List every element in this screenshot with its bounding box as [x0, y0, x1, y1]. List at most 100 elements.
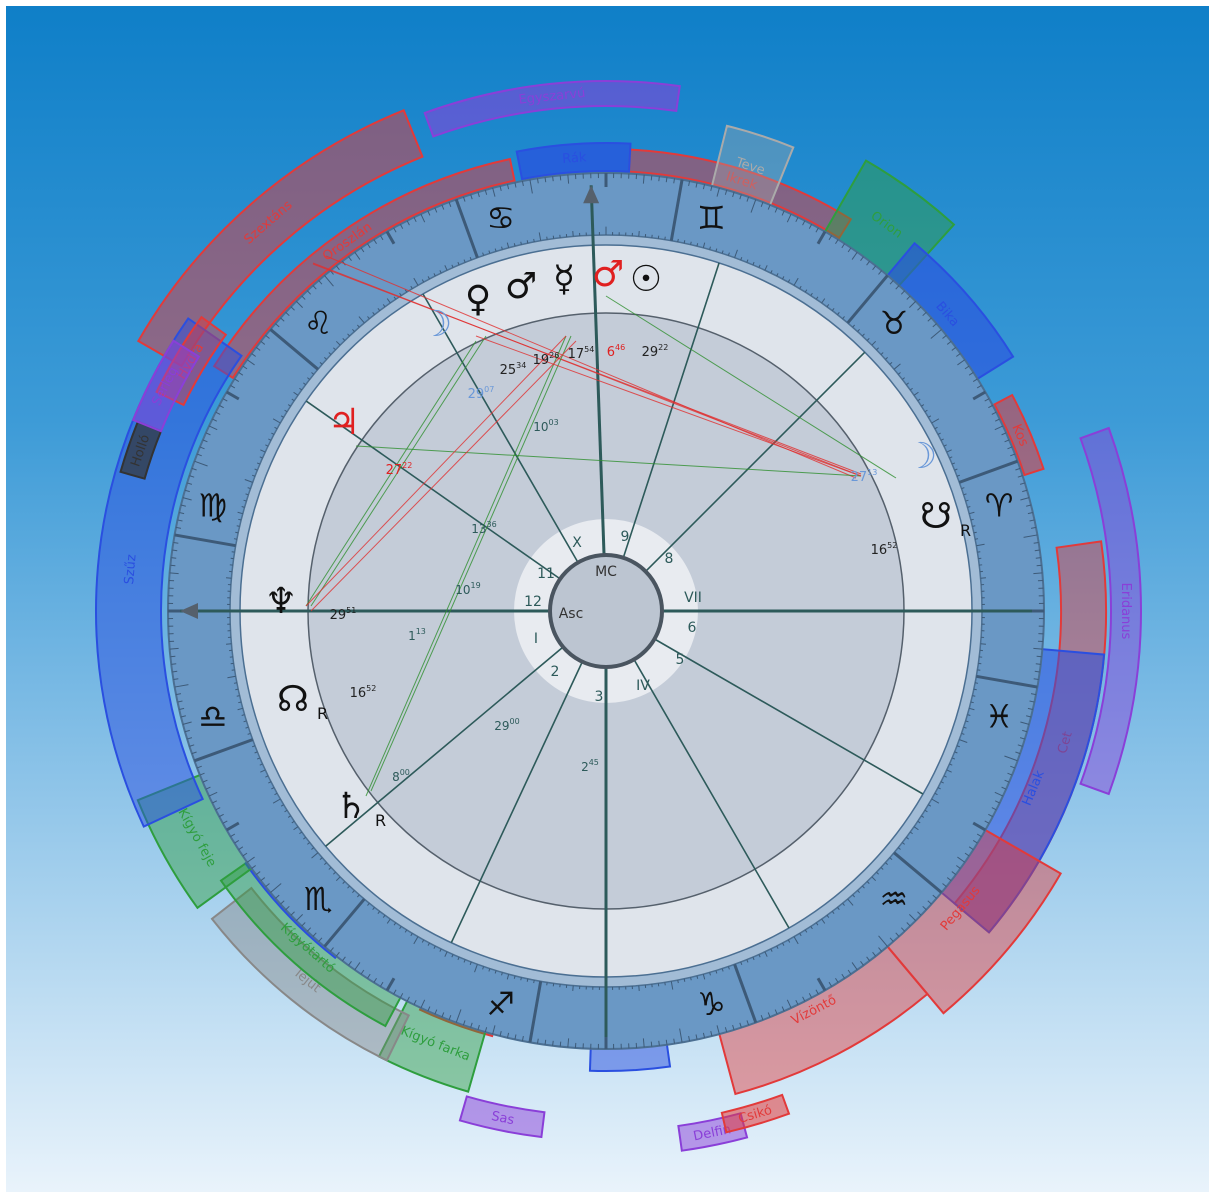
degree-tick-inner: [683, 978, 686, 982]
degree-tick-inner: [352, 890, 355, 893]
degree-tick-inner: [787, 279, 791, 283]
degree-tick: [774, 1009, 778, 1015]
degree-tick: [900, 290, 906, 295]
degree-tick-inner: [259, 456, 263, 459]
degree-tick: [976, 384, 982, 389]
degree-tick: [658, 176, 660, 182]
degree-tick-inner: [885, 357, 888, 360]
degree-tick: [988, 404, 993, 409]
venus-icon: ♀: [465, 279, 491, 320]
degree-tick-inner: [399, 292, 402, 296]
degree-tick: [385, 230, 396, 245]
degree-tick-inner: [372, 906, 375, 910]
degree-tick: [795, 217, 799, 223]
constellation-label: Rák: [562, 150, 588, 167]
degree-tick-inner: [847, 898, 854, 906]
degree-tick-inner: [946, 769, 952, 773]
degree-tick: [1015, 467, 1021, 471]
degree-tick: [760, 201, 764, 207]
aspect-lines: [305, 255, 897, 797]
degree-tick-inner: [457, 956, 460, 961]
degree-tick-inner: [433, 273, 436, 277]
degree-tick: [280, 900, 285, 905]
planet-minutes: 13: [867, 468, 877, 477]
degree-tick: [957, 359, 966, 366]
degree-tick-inner: [526, 240, 529, 244]
degree-tick: [994, 418, 1000, 422]
planet-moon: ☽2907: [420, 304, 495, 402]
degree-tick: [191, 751, 197, 755]
degree-tick-inner: [463, 259, 466, 263]
degree-tick-inner: [758, 954, 761, 958]
degree-tick: [285, 905, 290, 911]
degree-tick-inner: [538, 232, 542, 241]
degree-tick: [318, 280, 323, 285]
degree-tick: [202, 439, 208, 443]
degree-tick-inner: [949, 456, 953, 459]
planet-minutes: 22: [402, 461, 412, 470]
degree-tick-inner: [274, 792, 278, 796]
degree-tick-inner: [427, 942, 430, 946]
degree-tick-inner: [913, 826, 919, 831]
degree-tick: [393, 989, 397, 995]
degree-tick: [972, 378, 978, 382]
degree-tick-inner: [940, 781, 944, 784]
aspect-line: [355, 445, 862, 477]
degree-tick: [348, 961, 352, 966]
degree-tick: [1007, 446, 1013, 450]
house-roman-label: X: [572, 535, 582, 551]
degree-tick: [815, 989, 819, 995]
degree-tick-inner: [293, 826, 299, 831]
degree-tick-inner: [876, 347, 879, 351]
degree-tick: [242, 365, 248, 370]
planet-minutes: 07: [484, 385, 494, 394]
degree-tick-inner: [237, 511, 243, 515]
center-ring: [548, 553, 664, 669]
degree-tick: [673, 1038, 676, 1044]
degree-tick: [222, 820, 228, 824]
constellation-label: Egyszarvú: [518, 86, 586, 108]
degree-tick-inner: [893, 363, 901, 370]
aquarius-sign-icon: ♒: [879, 880, 908, 918]
degree-tick: [312, 932, 317, 937]
sign-divider: [958, 459, 1019, 484]
degree-tick-inner: [940, 438, 944, 441]
degree-tick: [1007, 772, 1013, 776]
degree-tick: [900, 927, 906, 932]
degree-tick-inner: [946, 449, 952, 453]
degree-tick-inner: [764, 265, 768, 271]
house-cusp-line: [325, 646, 564, 847]
degree-tick-inner: [393, 922, 397, 926]
degree-tick: [1036, 564, 1042, 567]
constellation-label: Eridanus: [1118, 583, 1133, 640]
degree-tick: [688, 180, 691, 187]
degree-tick-inner: [670, 981, 674, 990]
degree-tick-inner: [311, 372, 315, 375]
degree-tick: [441, 204, 445, 210]
degree-tick-inner: [956, 474, 961, 477]
degree-tick: [191, 467, 197, 471]
degree-tick-inner: [702, 974, 706, 980]
degree-tick: [956, 353, 961, 357]
degree-tick: [212, 800, 218, 804]
house-cusp-line: [654, 638, 924, 795]
degree-tick: [851, 962, 858, 971]
degree-tick-inner: [247, 487, 251, 490]
house-cusp-line: [305, 400, 561, 580]
degree-tick: [956, 865, 961, 869]
planet-moon-2: ☽2713: [851, 436, 938, 485]
degree-tick: [219, 813, 224, 818]
degree-tick: [984, 398, 990, 402]
degree-tick: [521, 180, 524, 187]
degree-tick: [872, 951, 877, 957]
degree-tick-inner: [969, 511, 975, 515]
degree-tick: [260, 877, 266, 882]
degree-tick: [215, 411, 221, 415]
degree-tick: [399, 993, 404, 998]
degree-tick: [215, 807, 221, 811]
degree-tick: [1020, 721, 1030, 725]
degree-tick-inner: [931, 418, 940, 424]
degree-tick: [994, 800, 1000, 804]
degree-tick: [306, 290, 312, 295]
